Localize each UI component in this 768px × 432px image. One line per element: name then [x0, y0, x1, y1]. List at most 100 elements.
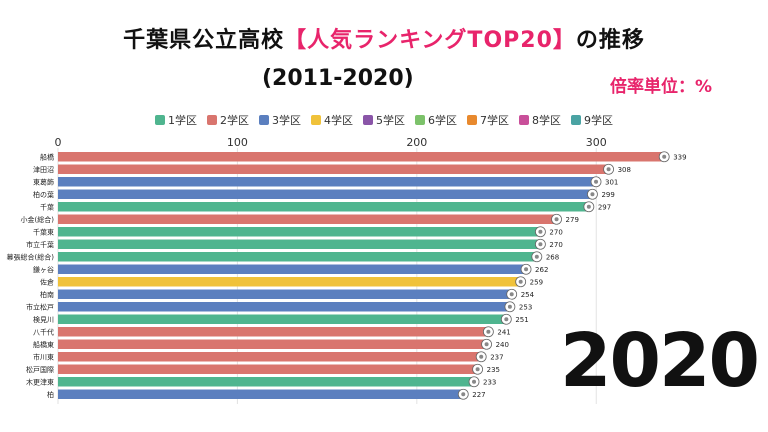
unit-label: 倍率単位：% — [610, 77, 713, 97]
category-label: 松戸国際 — [26, 365, 54, 374]
school-emblem-center-icon — [534, 254, 539, 259]
legend-swatch — [259, 115, 269, 125]
school-emblem-center-icon — [554, 217, 559, 222]
bar — [58, 277, 523, 287]
category-label: 八千代 — [33, 328, 54, 337]
value-label: 241 — [497, 329, 510, 337]
value-label: 259 — [530, 279, 543, 287]
school-emblem-center-icon — [504, 317, 509, 322]
legend-label: 7学区 — [480, 114, 509, 127]
legend-item: 4学区 — [311, 112, 353, 128]
bar — [58, 314, 509, 324]
school-emblem-center-icon — [509, 292, 514, 297]
category-label: 鎌ヶ谷 — [33, 265, 54, 274]
bar — [58, 327, 491, 337]
value-label: 270 — [549, 241, 562, 249]
value-label: 227 — [472, 391, 485, 399]
school-emblem-center-icon — [538, 242, 543, 247]
bar — [58, 214, 559, 224]
school-emblem-center-icon — [486, 329, 491, 334]
value-label: 270 — [549, 229, 562, 237]
school-emblem-center-icon — [475, 367, 480, 372]
bar — [58, 339, 489, 349]
legend-swatch — [571, 115, 581, 125]
x-tick-label: 100 — [227, 136, 248, 149]
legend-item: 3学区 — [259, 112, 301, 128]
legend-swatch — [311, 115, 321, 125]
value-label: 254 — [521, 291, 535, 299]
value-label: 237 — [490, 354, 503, 362]
school-emblem-center-icon — [538, 229, 543, 234]
bar — [58, 202, 591, 212]
category-label: 津田沼 — [33, 165, 54, 174]
title-suffix: の推移 — [575, 28, 645, 53]
legend-label: 5学区 — [376, 114, 405, 127]
x-tick-label: 0 — [55, 136, 62, 149]
bar — [58, 364, 480, 374]
school-emblem-center-icon — [484, 342, 489, 347]
legend-label: 6学区 — [428, 114, 457, 127]
legend-label: 1学区 — [168, 114, 197, 127]
x-tick-label: 200 — [406, 136, 427, 149]
school-emblem-center-icon — [479, 354, 484, 359]
school-emblem-center-icon — [586, 204, 591, 209]
category-label: 柏南 — [40, 290, 54, 299]
legend-item: 7学区 — [467, 112, 509, 128]
year-label: 2020 — [560, 318, 760, 404]
legend-item: 1学区 — [155, 112, 197, 128]
bar — [58, 352, 484, 362]
value-label: 233 — [483, 379, 496, 387]
value-label: 251 — [515, 316, 528, 324]
value-label: 279 — [566, 216, 579, 224]
bar — [58, 152, 667, 162]
bar — [58, 289, 514, 299]
bar — [58, 252, 539, 262]
legend-label: 2学区 — [220, 114, 249, 127]
x-tick-label: 300 — [586, 136, 607, 149]
bar — [58, 227, 543, 237]
category-label: 検見川 — [33, 315, 54, 324]
bar — [58, 189, 595, 199]
category-label: 船橋 — [40, 153, 54, 162]
legend-item: 9学区 — [571, 112, 613, 128]
legend-swatch — [519, 115, 529, 125]
school-emblem-center-icon — [461, 392, 466, 397]
bar — [58, 302, 512, 312]
value-label: 235 — [487, 366, 500, 374]
category-label: 船橋東 — [33, 340, 54, 349]
school-emblem-center-icon — [518, 279, 523, 284]
bar-chart: 0 100 200 300 船橋 339 津田沼 308 東葛飾 301 柏の葉 299 千葉 297 小金… — [7, 136, 687, 404]
value-label: 297 — [598, 204, 611, 212]
chart-title: 千葉県公立高校【人気ランキングTOP20】の推移 — [0, 22, 768, 54]
value-label: 253 — [519, 304, 532, 312]
legend-label: 3学区 — [272, 114, 301, 127]
school-emblem-center-icon — [524, 267, 529, 272]
value-label: 268 — [546, 254, 559, 262]
bar — [58, 164, 611, 174]
category-label: 市立松戸 — [26, 303, 54, 312]
bar — [58, 177, 599, 187]
legend-swatch — [155, 115, 165, 125]
value-label: 299 — [601, 191, 614, 199]
legend-swatch — [363, 115, 373, 125]
bar — [58, 239, 543, 249]
chart-subtitle: (2011-2020) — [262, 66, 414, 91]
category-label: 市川東 — [33, 353, 54, 362]
category-label: 木更津東 — [26, 378, 54, 387]
legend-item: 5学区 — [363, 112, 405, 128]
legend-swatch — [467, 115, 477, 125]
legend-label: 8学区 — [532, 114, 561, 127]
school-emblem-center-icon — [662, 154, 667, 159]
category-label: 柏の葉 — [33, 190, 54, 199]
value-label: 301 — [605, 179, 618, 187]
category-label: 市立千葉 — [26, 240, 54, 249]
legend-swatch — [415, 115, 425, 125]
bar — [58, 264, 529, 274]
school-emblem-center-icon — [507, 304, 512, 309]
legend-label: 9学区 — [584, 114, 613, 127]
category-label: 佐倉 — [40, 278, 54, 287]
legend-swatch — [207, 115, 217, 125]
title-prefix: 千葉県公立高校 — [123, 28, 285, 53]
title-highlight: 【人気ランキングTOP20】 — [284, 28, 576, 53]
category-label: 千葉東 — [33, 228, 54, 237]
